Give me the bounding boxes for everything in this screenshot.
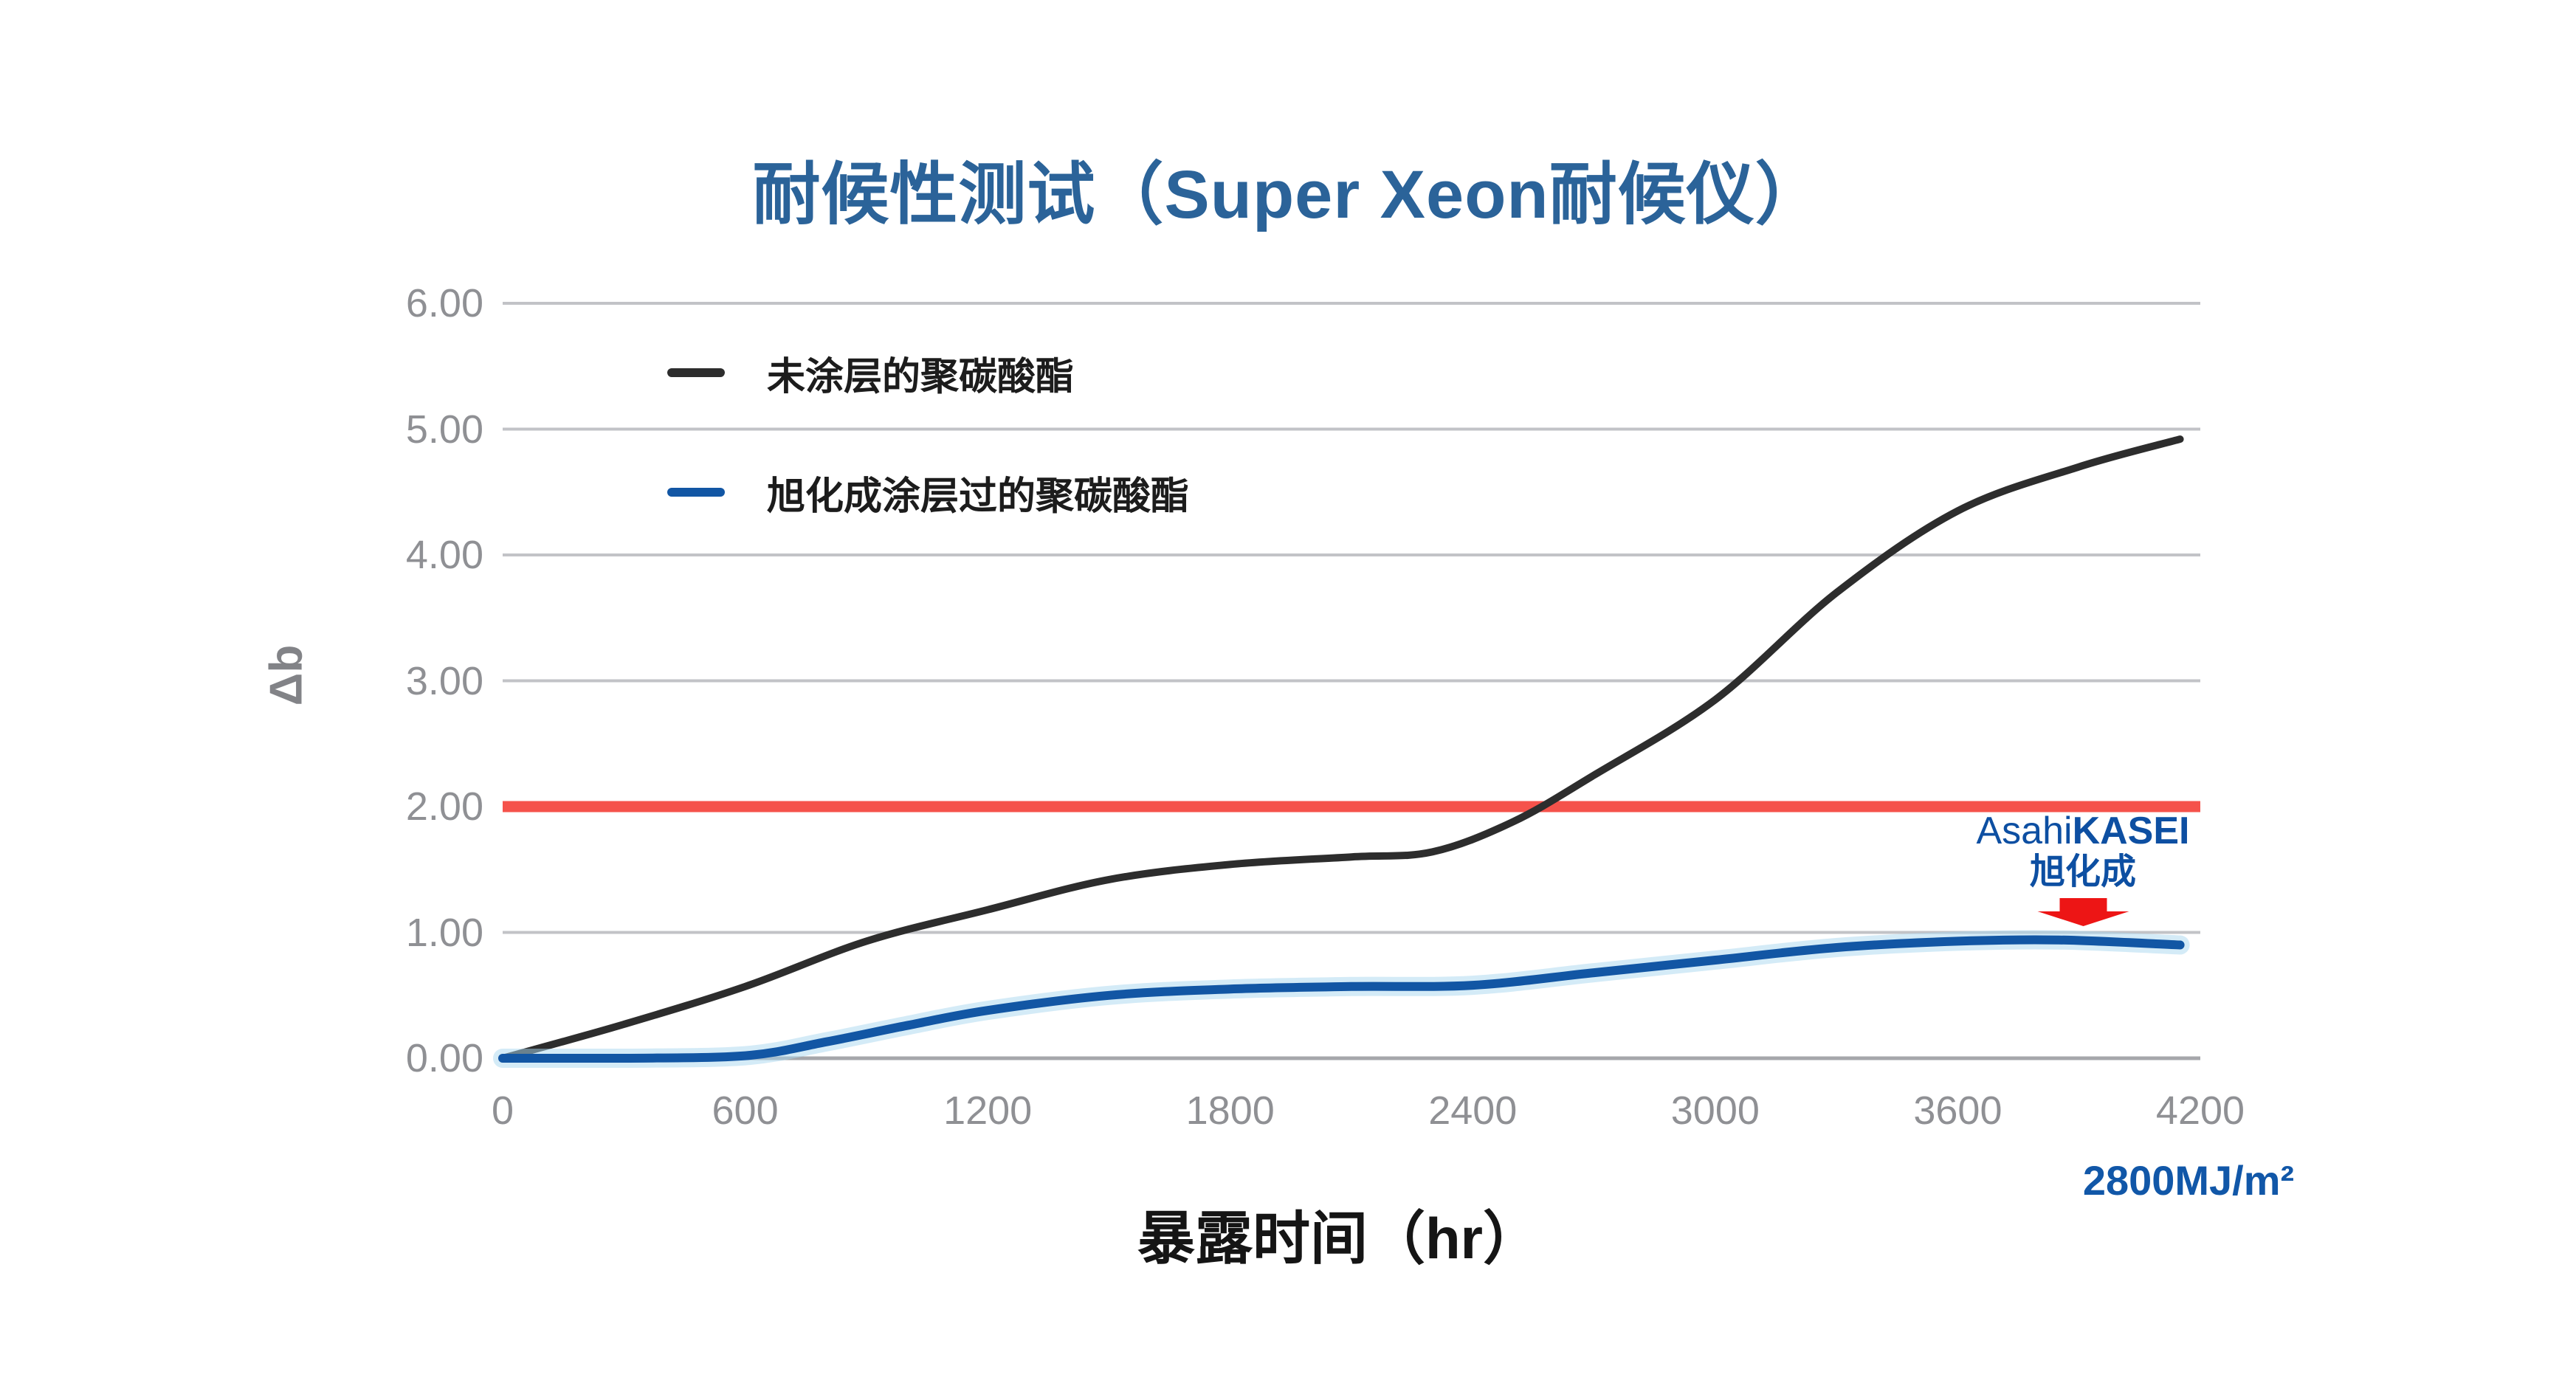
legend-item: 未涂层的聚碳酸酯	[667, 348, 1189, 399]
legend-label: 旭化成涂层过的聚碳酸酯	[767, 475, 1190, 518]
y-tick-label: 2.00	[405, 784, 483, 829]
chart-title: 耐候性测试（Super Xeon耐候仪）	[752, 157, 1824, 232]
legend-item: 旭化成涂层过的聚碳酸酯	[667, 468, 1190, 518]
arrow-stem	[2059, 898, 2107, 911]
arrow-head	[2037, 911, 2129, 926]
y-tick-label: 5.00	[405, 407, 483, 452]
y-tick-label: 1.00	[405, 910, 483, 955]
x-tick-label: 3600	[1913, 1089, 2002, 1133]
chart-svg	[493, 302, 2200, 1068]
red-down-arrow-icon	[2037, 898, 2129, 926]
asahi-kasei-logo: AsahiKASEI	[1977, 810, 2190, 852]
legend-swatch	[667, 368, 725, 377]
logo-kasei-text: KASEI	[2072, 810, 2190, 852]
x-tick-label: 0	[491, 1089, 514, 1133]
series-1-halo	[493, 930, 2190, 1068]
x-tick-label: 1800	[1185, 1089, 1275, 1133]
x-axis-title: 暴露时间（hr）	[1137, 1206, 1541, 1271]
asahi-kasei-annotation: AsahiKASEI 旭化成	[1977, 810, 2190, 926]
y-tick-label: 0.00	[405, 1036, 483, 1080]
y-tick-label: 3.00	[405, 658, 483, 703]
y-tick-label: 6.00	[405, 281, 483, 325]
x-tick-label: 4200	[2155, 1089, 2245, 1133]
series-1-line	[498, 935, 2185, 1063]
legend-label: 未涂层的聚碳酸酯	[767, 355, 1075, 399]
x-tick-label: 600	[712, 1089, 779, 1133]
x-tick-label: 2400	[1428, 1089, 1518, 1133]
exposure-energy-note: 2800MJ/m²	[2082, 1157, 2295, 1204]
series-0-line	[499, 435, 2184, 1062]
y-tick-label: 4.00	[405, 533, 483, 577]
x-tick-label: 1200	[943, 1089, 1033, 1133]
legend-swatch	[667, 488, 725, 497]
legend: 未涂层的聚碳酸酯旭化成涂层过的聚碳酸酯	[667, 348, 1189, 587]
x-tick-label: 3000	[1670, 1089, 1760, 1133]
plot-area: 未涂层的聚碳酸酯旭化成涂层过的聚碳酸酯 AsahiKASEI 旭化成 2800M…	[493, 302, 2294, 1203]
asahi-kasei-chinese-text: 旭化成	[2029, 852, 2136, 891]
logo-asahi-text: Asahi	[1976, 810, 2073, 852]
